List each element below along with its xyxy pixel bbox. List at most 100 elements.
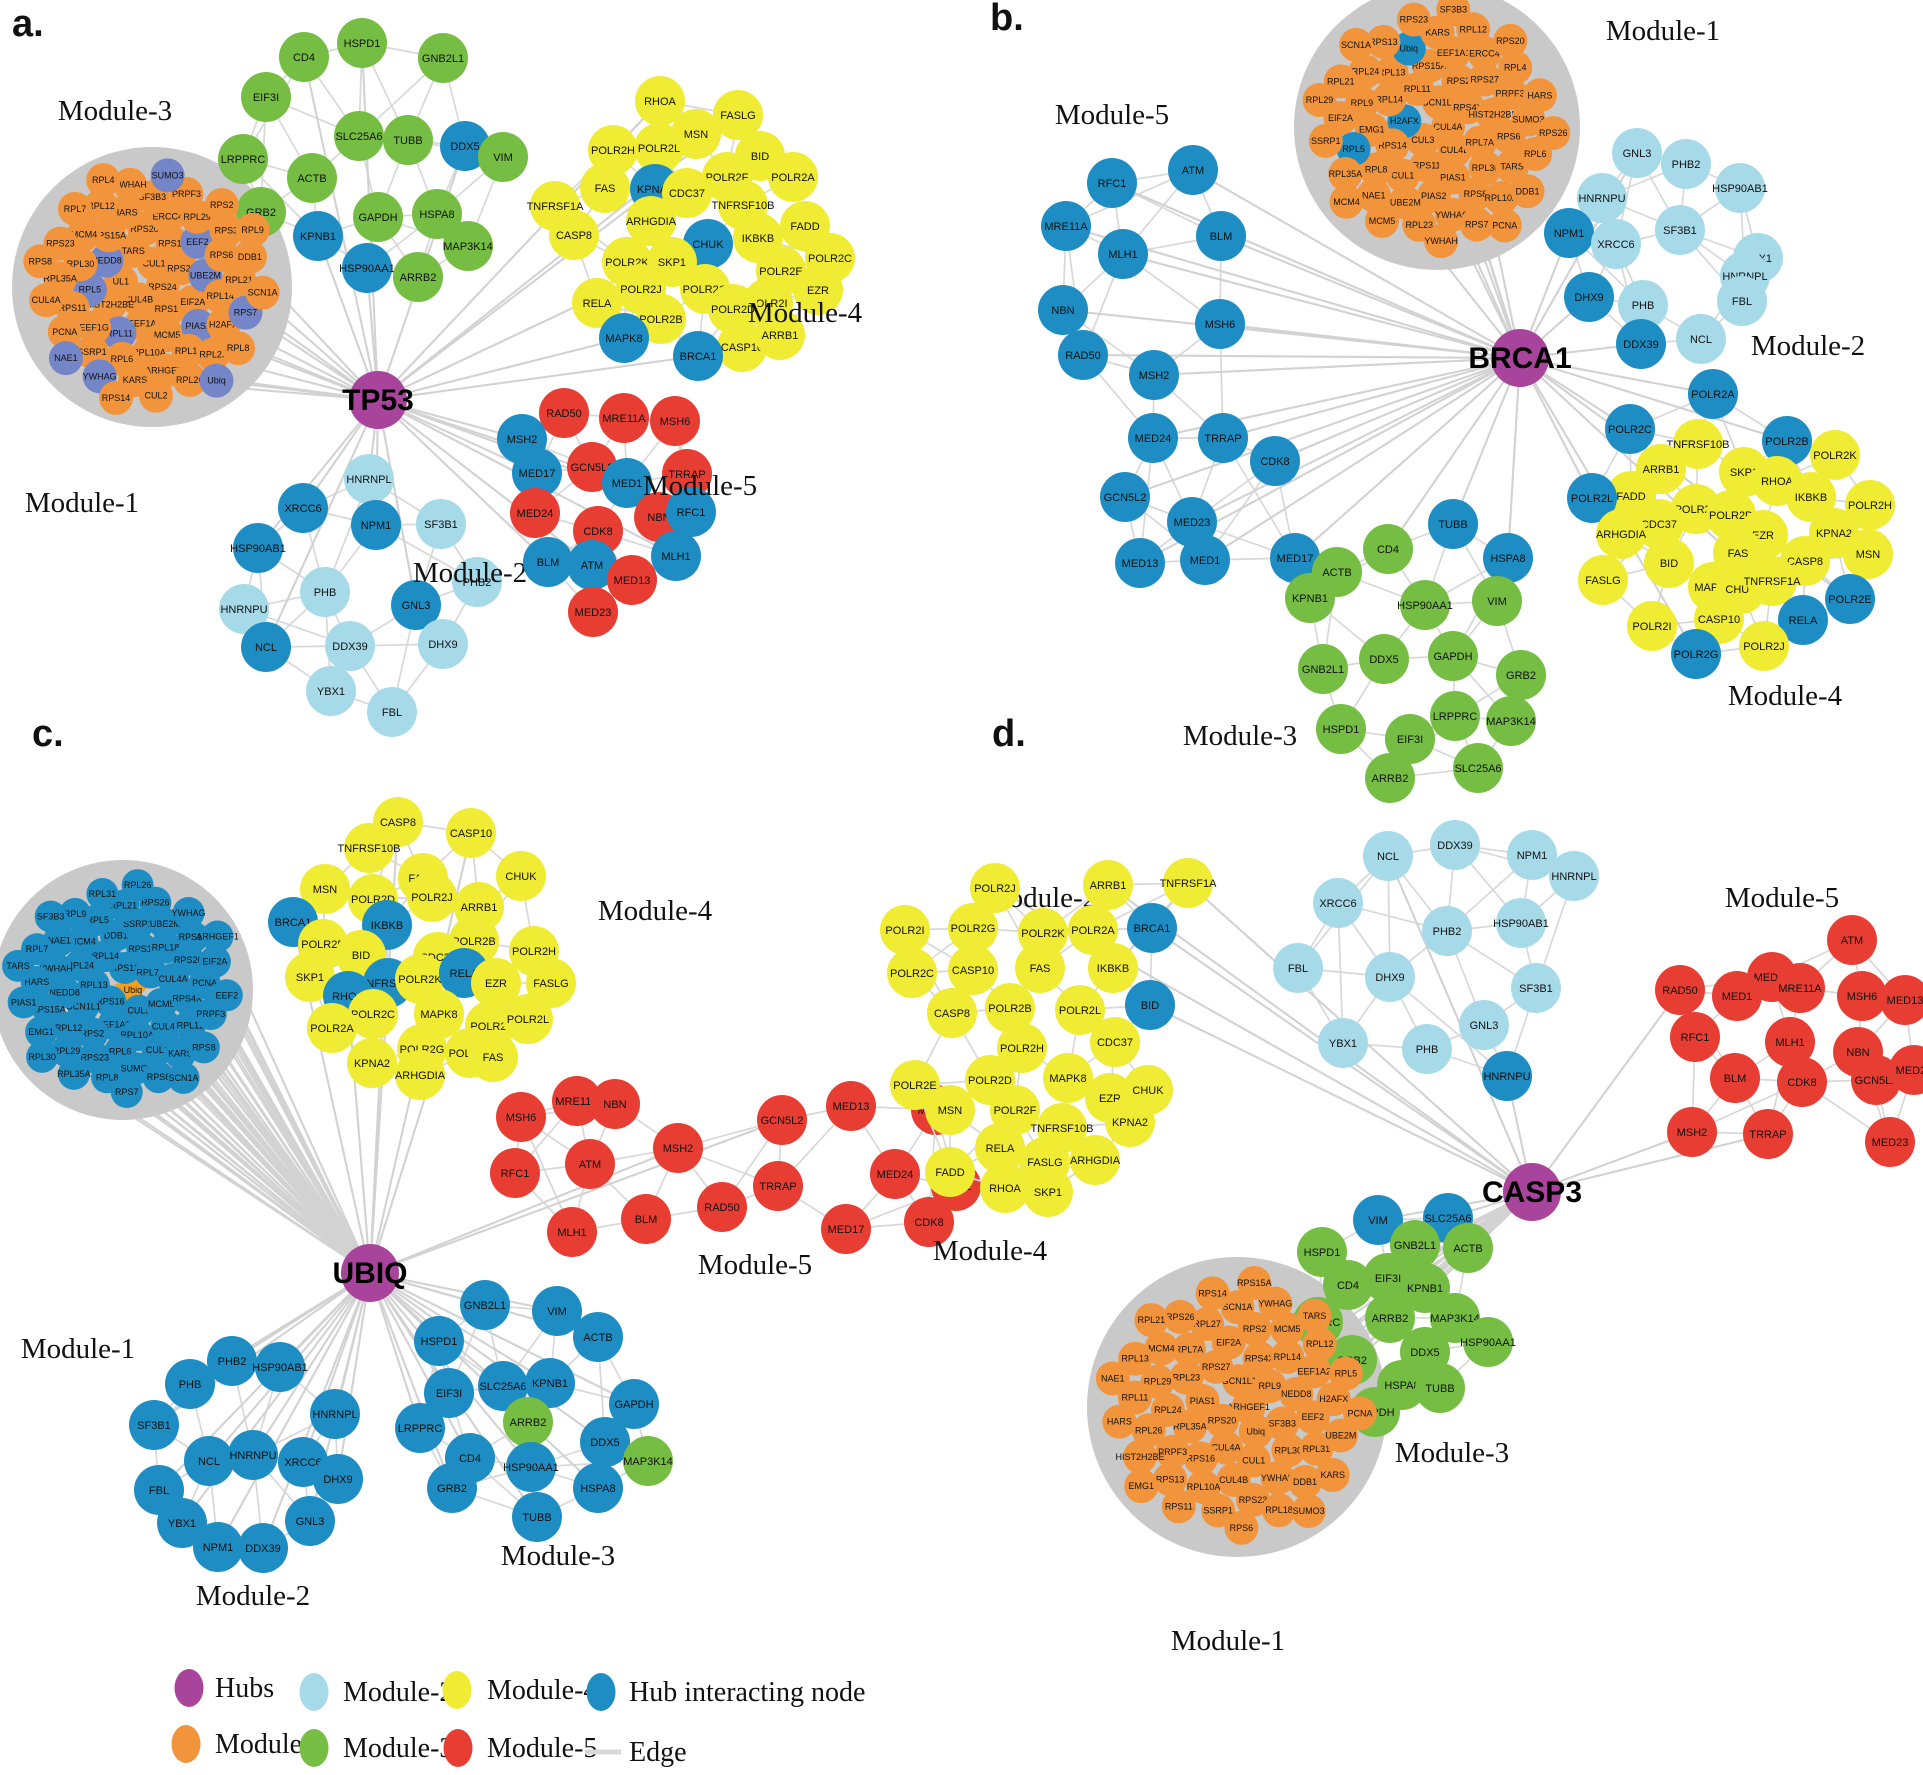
node-BRCA1[interactable]: BRCA1: [673, 331, 723, 381]
node-GAPDH[interactable]: GAPDH: [1428, 631, 1478, 681]
node-ACTB[interactable]: ACTB: [1443, 1223, 1493, 1273]
node-POLR2L[interactable]: POLR2L: [503, 994, 553, 1044]
node-RPL7[interactable]: RPL7: [57, 191, 92, 226]
node-CASP8[interactable]: CASP8: [549, 210, 599, 260]
node-BLM[interactable]: BLM: [523, 537, 573, 587]
node-RPL31[interactable]: RPL31: [86, 877, 119, 910]
node-HSPA8[interactable]: HSPA8: [1483, 533, 1533, 583]
node-RPL29[interactable]: RPL29: [1302, 82, 1337, 117]
node-CASP10[interactable]: CASP10: [446, 808, 496, 858]
node-GNB2L1[interactable]: GNB2L1: [418, 33, 468, 83]
node-NPM1[interactable]: NPM1: [1544, 208, 1594, 258]
node-DDX5[interactable]: DDX5: [580, 1417, 630, 1467]
node-RHOA[interactable]: RHOA: [980, 1163, 1030, 1213]
node-HNRNPU[interactable]: HNRNPU: [228, 1430, 278, 1480]
node-SUMO3[interactable]: SUMO3: [1291, 1494, 1326, 1529]
node-HSP90AA1[interactable]: HSP90AA1: [1397, 580, 1453, 630]
node-DDX39[interactable]: DDX39: [238, 1523, 288, 1573]
node-NBN[interactable]: NBN: [1038, 285, 1088, 335]
node-NCL[interactable]: NCL: [241, 622, 291, 672]
node-HSPD1[interactable]: HSPD1: [414, 1316, 464, 1366]
node-FADD[interactable]: FADD: [925, 1147, 975, 1197]
node-RPL4[interactable]: RPL4: [86, 163, 121, 198]
node-PHB[interactable]: PHB: [165, 1359, 215, 1409]
node-FASLG[interactable]: FASLG: [1578, 555, 1628, 605]
node-HSP90AB1[interactable]: HSP90AB1: [1712, 163, 1768, 213]
node-DHX9[interactable]: DHX9: [313, 1454, 363, 1504]
node-TRRAP[interactable]: TRRAP: [1743, 1109, 1793, 1159]
node-TRRAP[interactable]: TRRAP: [753, 1161, 803, 1211]
node-GNB2L1[interactable]: GNB2L1: [1298, 644, 1348, 694]
node-BID[interactable]: BID: [1644, 538, 1694, 588]
node-GCN5L2[interactable]: GCN5L2: [757, 1095, 807, 1145]
node-RPL30[interactable]: RPL30: [26, 1040, 59, 1073]
node-HSPD1[interactable]: HSPD1: [1316, 704, 1366, 754]
node-BLM[interactable]: BLM: [1196, 211, 1246, 261]
node-MED13[interactable]: MED13: [1880, 975, 1923, 1025]
node-HSP90AA1[interactable]: HSP90AA1: [503, 1442, 559, 1492]
node-PHB2[interactable]: PHB2: [207, 1336, 257, 1386]
node-CHUK[interactable]: CHUK: [496, 851, 546, 901]
hub-CASP3[interactable]: CASP3: [1482, 1163, 1582, 1221]
node-DHX9[interactable]: DHX9: [1365, 952, 1415, 1002]
hub-TP53[interactable]: TP53: [342, 371, 414, 429]
node-GNL3[interactable]: GNL3: [285, 1496, 335, 1546]
node-RPS6[interactable]: RPS6: [1224, 1510, 1259, 1545]
node-PHB[interactable]: PHB: [300, 567, 350, 617]
node-KARS[interactable]: KARS: [1315, 1458, 1350, 1493]
node-FAS[interactable]: FAS: [468, 1032, 518, 1082]
node-ACTB[interactable]: ACTB: [287, 153, 337, 203]
node-MED1[interactable]: MED1: [1180, 535, 1230, 585]
node-LRPPRC[interactable]: LRPPRC: [1430, 691, 1480, 741]
node-MED23[interactable]: MED23: [568, 587, 618, 637]
node-SF3B1[interactable]: SF3B1: [1511, 963, 1561, 1013]
node-NAE1[interactable]: NAE1: [48, 341, 83, 376]
node-MAP3K14[interactable]: MAP3K14: [1486, 696, 1536, 746]
node-MSH2[interactable]: MSH2: [653, 1123, 703, 1173]
node-POLR2I[interactable]: POLR2I: [1627, 601, 1677, 651]
node-NCL[interactable]: NCL: [184, 1436, 234, 1486]
node-NCL[interactable]: NCL: [1363, 831, 1413, 881]
node-MSH6[interactable]: MSH6: [1837, 971, 1887, 1021]
node-DDB1[interactable]: DDB1: [1510, 174, 1545, 209]
node-POLR2E[interactable]: POLR2E: [1825, 574, 1875, 624]
node-KPNB1[interactable]: KPNB1: [1285, 573, 1335, 623]
node-XRCC6[interactable]: XRCC6: [1591, 219, 1641, 269]
node-RPS23[interactable]: RPS23: [1396, 2, 1431, 37]
node-RPL21[interactable]: RPL21: [1134, 1303, 1169, 1338]
node-ATM[interactable]: ATM: [565, 1139, 615, 1189]
node-MRE11A[interactable]: MRE11A: [1775, 963, 1825, 1013]
node-SSRP1[interactable]: SSRP1: [1308, 123, 1343, 158]
node-IKBKB[interactable]: IKBKB: [1088, 943, 1138, 993]
node-DHX9[interactable]: DHX9: [418, 619, 468, 669]
node-RPS15A[interactable]: RPS15A: [1237, 1265, 1272, 1300]
node-SF3B1[interactable]: SF3B1: [129, 1400, 179, 1450]
node-RPS7[interactable]: RPS7: [110, 1076, 143, 1109]
node-SCN1A[interactable]: SCN1A: [167, 1061, 200, 1094]
node-MAP3K14[interactable]: MAP3K14: [443, 221, 493, 271]
node-MSH2[interactable]: MSH2: [1667, 1107, 1717, 1157]
node-SF3B3[interactable]: SF3B3: [34, 900, 67, 933]
node-ATM[interactable]: ATM: [1168, 145, 1218, 195]
node-HNRNPL[interactable]: HNRNPL: [344, 454, 394, 504]
node-EEF2[interactable]: EEF2: [210, 979, 243, 1012]
node-MED24[interactable]: MED24: [510, 488, 560, 538]
node-NPM1[interactable]: NPM1: [193, 1522, 243, 1572]
node-ARRB2[interactable]: ARRB2: [1365, 753, 1415, 803]
node-RPL9[interactable]: RPL9: [235, 212, 270, 247]
node-DDX5[interactable]: DDX5: [1359, 634, 1409, 684]
node-GCN5L2[interactable]: GCN5L2: [1100, 472, 1150, 522]
node-MED1[interactable]: MED1: [1712, 971, 1762, 1021]
node-KPNA2[interactable]: KPNA2: [1105, 1097, 1155, 1147]
node-CD4[interactable]: CD4: [279, 32, 329, 82]
node-PHB[interactable]: PHB: [1402, 1024, 1452, 1074]
node-DHX9[interactable]: DHX9: [1564, 272, 1614, 322]
node-TARS[interactable]: TARS: [2, 949, 35, 982]
node-DDX39[interactable]: DDX39: [325, 621, 375, 671]
node-YBX1[interactable]: YBX1: [1318, 1018, 1368, 1068]
node-NPM1[interactable]: NPM1: [351, 500, 401, 550]
node-TARS[interactable]: TARS: [1297, 1298, 1332, 1333]
node-SUMO3[interactable]: SUMO3: [150, 158, 185, 193]
node-PIAS1[interactable]: PIAS1: [7, 986, 40, 1019]
node-MED13[interactable]: MED13: [1115, 538, 1165, 588]
